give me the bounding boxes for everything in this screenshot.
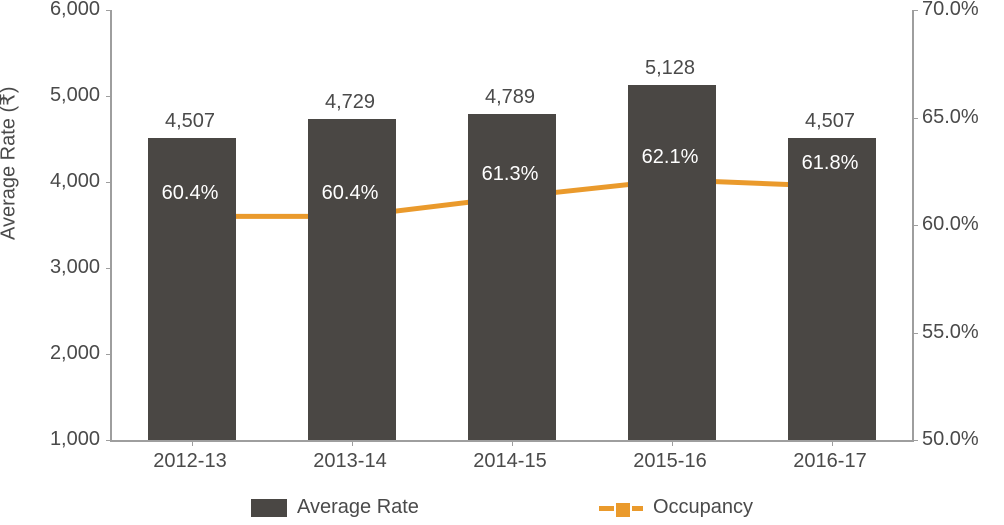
y-left-tick-label: 6,000 xyxy=(40,0,100,21)
y-left-tick xyxy=(106,96,112,97)
legend-swatch-line xyxy=(599,499,643,517)
bar-value-label: 4,507 xyxy=(140,110,240,133)
y-left-axis-label: Average Rate (₹) xyxy=(0,86,21,240)
y-right-tick-label: 65.0% xyxy=(922,106,992,129)
x-tick xyxy=(512,440,513,446)
combo-chart: Average Rate (₹) Occupancy Average Rate … xyxy=(0,0,1004,525)
legend-item-average-rate: Average Rate xyxy=(251,496,419,519)
x-tick-label: 2012-13 xyxy=(130,450,250,473)
bar xyxy=(628,85,716,440)
y-right-tick xyxy=(912,118,918,119)
occupancy-value-label: 60.4% xyxy=(300,182,400,205)
y-right-tick xyxy=(912,225,918,226)
y-left-tick-label: 4,000 xyxy=(40,170,100,193)
y-left-tick xyxy=(106,182,112,183)
x-tick xyxy=(192,440,193,446)
y-right-tick xyxy=(912,440,918,441)
bar xyxy=(308,119,396,440)
y-left-tick-label: 2,000 xyxy=(40,342,100,365)
y-right-tick-label: 55.0% xyxy=(922,321,992,344)
x-tick-label: 2014-15 xyxy=(450,450,570,473)
bar xyxy=(788,138,876,440)
x-tick xyxy=(352,440,353,446)
bar-value-label: 4,729 xyxy=(300,91,400,114)
legend-label: Occupancy xyxy=(653,496,753,519)
x-tick-label: 2015-16 xyxy=(610,450,730,473)
legend-swatch-bar xyxy=(251,499,287,517)
occupancy-value-label: 61.8% xyxy=(780,152,880,175)
x-tick xyxy=(672,440,673,446)
y-left-tick xyxy=(106,10,112,11)
plot-area xyxy=(110,10,914,442)
bar-value-label: 4,507 xyxy=(780,110,880,133)
y-right-tick-label: 60.0% xyxy=(922,213,992,236)
y-left-tick-label: 1,000 xyxy=(40,428,100,451)
y-right-tick-label: 70.0% xyxy=(922,0,992,21)
y-right-tick-label: 50.0% xyxy=(922,428,992,451)
y-right-tick xyxy=(912,333,918,334)
x-tick xyxy=(832,440,833,446)
occupancy-value-label: 62.1% xyxy=(620,146,720,169)
legend-item-occupancy: Occupancy xyxy=(599,496,753,519)
y-left-tick-label: 3,000 xyxy=(40,256,100,279)
y-left-tick-label: 5,000 xyxy=(40,84,100,107)
legend-label: Average Rate xyxy=(297,496,419,519)
y-left-tick xyxy=(106,440,112,441)
x-tick-label: 2016-17 xyxy=(770,450,890,473)
y-left-tick xyxy=(106,354,112,355)
legend: Average Rate Occupancy xyxy=(0,496,1004,519)
bar-value-label: 5,128 xyxy=(620,57,720,80)
y-right-tick xyxy=(912,10,918,11)
occupancy-value-label: 61.3% xyxy=(460,163,560,186)
x-tick-label: 2013-14 xyxy=(290,450,410,473)
bar-value-label: 4,789 xyxy=(460,86,560,109)
occupancy-value-label: 60.4% xyxy=(140,182,240,205)
y-left-tick xyxy=(106,268,112,269)
